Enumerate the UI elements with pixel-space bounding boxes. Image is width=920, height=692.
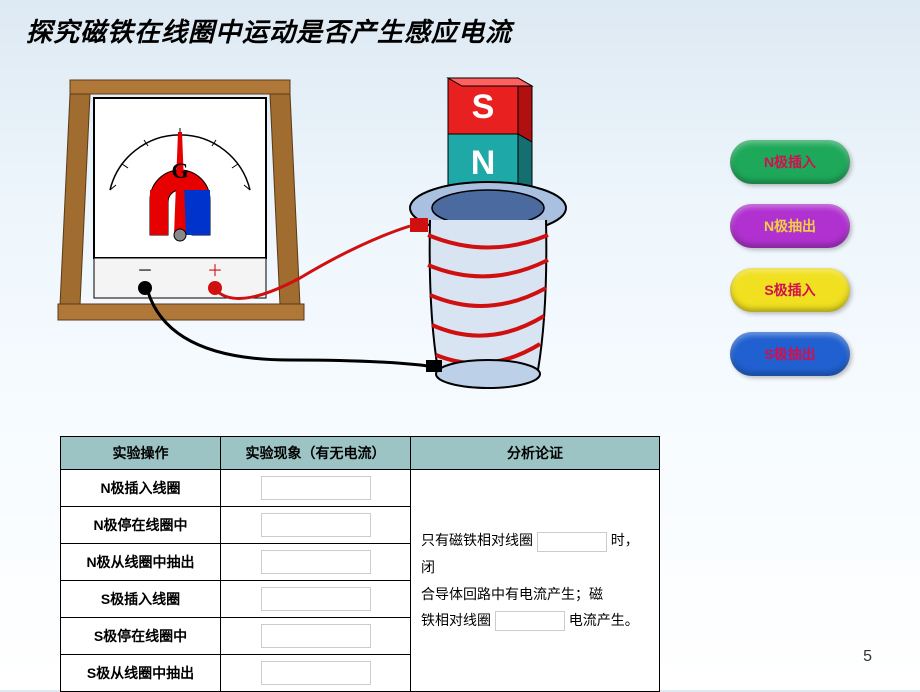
experiment-diagram: G － ＋ S N — [40, 60, 660, 440]
bar-magnet: S N — [448, 78, 532, 198]
svg-text:－: － — [137, 263, 153, 280]
svg-text:＋: ＋ — [207, 263, 223, 280]
blank-box — [261, 476, 371, 500]
table-row: N极插入线圈 只有磁铁相对线圈 时，闭 合导体回路中有电流产生；磁 铁相对线圈 … — [61, 470, 660, 507]
button-s-insert[interactable]: S极插入 — [730, 268, 850, 312]
svg-text:S: S — [472, 88, 495, 126]
col-operation: 实验操作 — [61, 437, 221, 470]
phenom-cell — [221, 470, 411, 507]
page-title: 探究磁铁在线圈中运动是否产生感应电流 — [26, 12, 512, 49]
op-cell: N极插入线圈 — [61, 470, 221, 507]
button-n-remove[interactable]: N极抽出 — [730, 204, 850, 248]
results-table: 实验操作 实验现象（有无电流） 分析论证 N极插入线圈 只有磁铁相对线圈 时，闭… — [60, 436, 660, 692]
page-number: 5 — [863, 648, 872, 666]
coil-assembly: S N — [410, 78, 566, 388]
galvanometer-label: G — [171, 158, 188, 183]
analysis-cell: 只有磁铁相对线圈 时，闭 合导体回路中有电流产生；磁 铁相对线圈 电流产生。 — [411, 470, 660, 692]
control-buttons: N极插入 N极抽出 S极插入 S极抽出 — [730, 140, 880, 396]
blank-inline — [495, 611, 565, 631]
col-analysis: 分析论证 — [411, 437, 660, 470]
galvanometer: G － ＋ — [58, 80, 304, 320]
table-header-row: 实验操作 实验现象（有无电流） 分析论证 — [61, 437, 660, 470]
blank-inline — [537, 532, 607, 552]
svg-text:N: N — [471, 144, 496, 182]
button-s-remove[interactable]: S极抽出 — [730, 332, 850, 376]
button-n-insert[interactable]: N极插入 — [730, 140, 850, 184]
col-phenomenon: 实验现象（有无电流） — [221, 437, 411, 470]
